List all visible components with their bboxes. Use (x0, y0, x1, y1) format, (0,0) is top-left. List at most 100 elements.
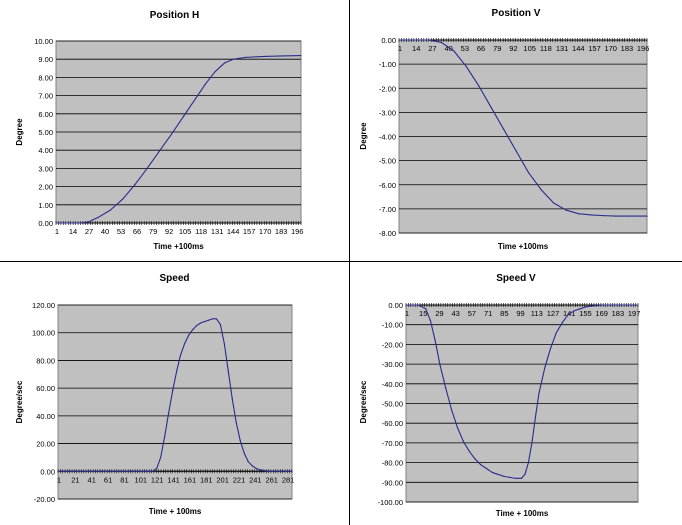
y-tick-label: -4.00 (379, 133, 396, 142)
data-point (646, 215, 648, 217)
data-point (251, 465, 253, 467)
x-tick-label: 43 (451, 309, 459, 318)
data-point (491, 471, 493, 474)
y-tick-label: -6.00 (379, 181, 396, 190)
data-point (243, 452, 245, 454)
x-tick-label: 121 (151, 475, 164, 484)
data-point (239, 440, 241, 442)
x-tick-label: 169 (595, 309, 608, 318)
data-point (615, 215, 617, 217)
data-point (267, 470, 269, 472)
x-tick-label: 14 (412, 44, 420, 53)
data-point (300, 54, 302, 57)
data-point (625, 304, 627, 306)
y-axis-label: Degree (359, 122, 368, 150)
data-point (602, 215, 604, 217)
x-tick-label: 157 (243, 227, 256, 236)
x-tick-label: 79 (149, 227, 157, 236)
data-point (544, 367, 546, 369)
data-point (531, 442, 533, 444)
y-tick-label: 8.00 (38, 73, 53, 82)
data-point (231, 398, 233, 400)
x-tick-label: 79 (493, 44, 501, 53)
data-point (637, 304, 639, 306)
data-point (215, 318, 217, 320)
x-tick-label: 66 (477, 44, 485, 53)
data-point (440, 41, 442, 44)
data-point (577, 213, 580, 215)
data-point (219, 323, 221, 325)
data-point (555, 331, 557, 334)
x-tick-label: 66 (133, 227, 141, 236)
data-point (602, 304, 604, 306)
x-tick-label: 131 (211, 227, 224, 236)
data-point (549, 347, 552, 349)
y-axis-label: Degree/sec (15, 380, 24, 423)
data-point (156, 467, 158, 470)
x-tick-label: 40 (101, 227, 109, 236)
y-tick-label: -80.00 (382, 459, 403, 468)
data-point (255, 467, 257, 470)
data-point (590, 305, 592, 307)
x-tick-label: 161 (184, 475, 197, 484)
x-tick-label: 196 (291, 227, 304, 236)
data-point (561, 322, 563, 324)
x-axis-label: Time +100ms (498, 242, 549, 251)
data-point (247, 460, 249, 463)
x-tick-label: 101 (135, 475, 148, 484)
y-tick-label: -70.00 (382, 439, 403, 448)
data-point (398, 39, 400, 41)
data-point (87, 221, 89, 223)
x-tick-label: 81 (120, 475, 128, 484)
data-point (478, 85, 480, 87)
data-point (244, 56, 247, 58)
x-tick-label: 71 (484, 309, 492, 318)
y-tick-label: -90.00 (382, 478, 403, 487)
data-point (232, 58, 234, 60)
data-point (263, 469, 265, 472)
data-point (405, 304, 407, 306)
y-tick-label: 100.00 (32, 329, 55, 338)
data-point (158, 150, 161, 152)
data-point (614, 304, 616, 306)
x-tick-label: 197 (628, 309, 641, 318)
data-point (55, 222, 57, 224)
x-tick-label: 144 (227, 227, 240, 236)
data-point (291, 470, 293, 472)
x-tick-label: 127 (547, 309, 560, 318)
y-tick-label: 120.00 (32, 301, 55, 310)
y-tick-label: -8.00 (379, 229, 396, 238)
data-point (474, 458, 476, 460)
y-tick-label: -2.00 (379, 84, 396, 93)
data-point (259, 469, 261, 471)
y-tick-label: 5.00 (38, 128, 53, 137)
x-tick-label: 27 (85, 227, 93, 236)
x-tick-label: 53 (117, 227, 125, 236)
data-point (183, 115, 185, 117)
x-tick-label: 92 (165, 227, 173, 236)
x-tick-label: 29 (435, 309, 443, 318)
data-point (425, 308, 427, 310)
vertical-divider (349, 0, 350, 525)
chart-title: Position V (492, 8, 541, 19)
x-tick-label: 183 (612, 309, 625, 318)
data-point (429, 320, 432, 322)
data-point (227, 370, 229, 373)
data-point (146, 167, 148, 169)
x-tick-label: 85 (500, 309, 508, 318)
x-tick-label: 183 (275, 227, 288, 236)
data-point (524, 473, 526, 476)
data-point (538, 393, 540, 395)
x-tick-label: 144 (572, 44, 585, 53)
chart-panel-3: Speed 120.00 100.00 80.00 60.00 40.00 20.00 0.0… (15, 273, 294, 516)
data-point (590, 214, 592, 216)
data-point (144, 470, 146, 472)
y-axis-label: Degree/sec (359, 380, 368, 423)
data-point (428, 39, 430, 41)
chart-title: Speed V (496, 273, 536, 284)
x-tick-label: 183 (621, 44, 634, 53)
x-tick-label: 1 (57, 475, 61, 484)
x-tick-label: 57 (468, 309, 476, 318)
x-tick-label: 1 (55, 227, 59, 236)
data-point (204, 84, 206, 86)
